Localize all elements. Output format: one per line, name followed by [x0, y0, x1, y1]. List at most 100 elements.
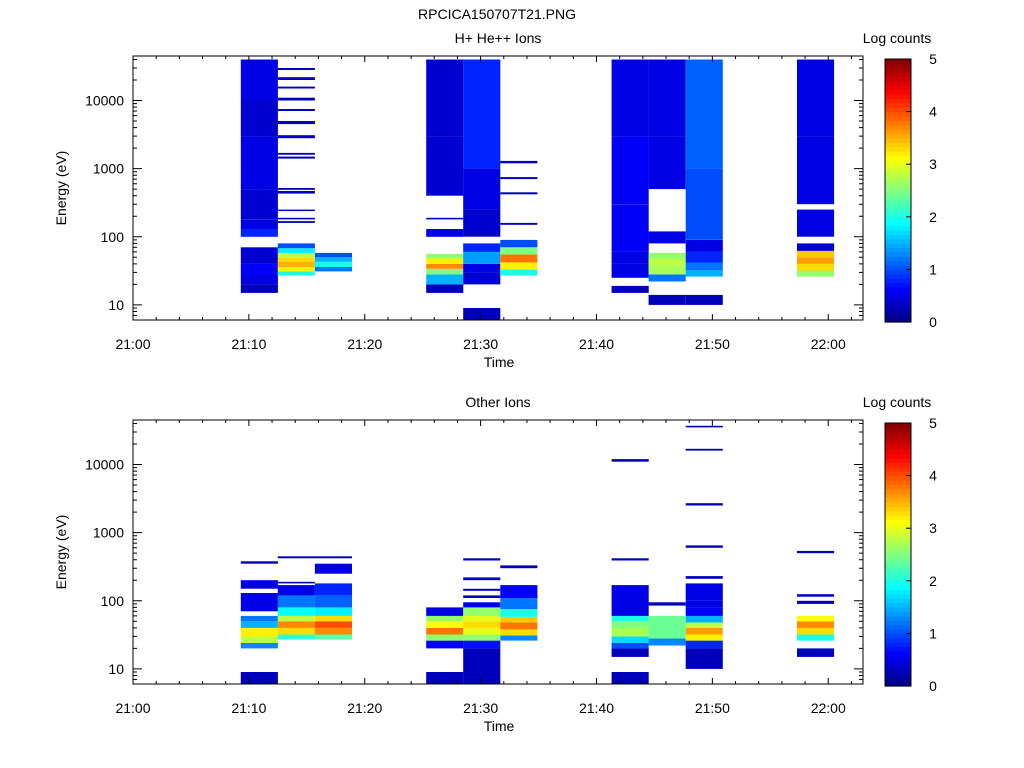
colorbar-segment	[885, 510, 911, 516]
colorbar-segment	[885, 155, 911, 161]
colorbar-segment	[885, 282, 911, 288]
data-cell	[685, 448, 723, 451]
y-tick-label: 1000	[93, 161, 124, 177]
colorbar-segment	[885, 462, 911, 468]
data-cell	[685, 251, 723, 263]
x-tick-label: 21:20	[347, 336, 382, 352]
data-cell	[648, 136, 686, 190]
colorbar-segment	[885, 440, 911, 446]
colorbar-segment	[885, 572, 911, 577]
data-cell	[426, 274, 464, 285]
data-cell	[797, 100, 835, 137]
data-cell	[611, 100, 649, 137]
colorbar-segment	[885, 642, 911, 648]
data-cell	[277, 121, 315, 125]
data-cell	[611, 615, 649, 622]
colorbar-segment	[885, 304, 911, 310]
data-cell	[648, 265, 686, 275]
x-tick-label: 21:00	[115, 336, 150, 352]
data-cell	[685, 545, 723, 548]
colorbar-segment	[885, 181, 911, 187]
colorbar-segment	[885, 146, 911, 152]
data-cell	[500, 160, 538, 164]
colorbar-segment	[885, 471, 911, 477]
data-cell	[240, 615, 278, 622]
colorbar-segment	[885, 423, 911, 428]
data-cell	[463, 243, 501, 252]
data-cell	[500, 565, 538, 569]
data-cell	[797, 634, 835, 641]
x-tick-label: 21:50	[695, 336, 730, 352]
data-cell	[277, 209, 315, 212]
data-cell	[240, 580, 278, 589]
data-cell	[240, 229, 278, 237]
data-cell	[463, 634, 501, 641]
x-tick-label: 21:00	[115, 700, 150, 716]
data-cell	[426, 672, 464, 684]
data-cell	[797, 550, 835, 554]
colorbar-segment	[885, 431, 911, 437]
x-tick-label: 21:40	[579, 336, 614, 352]
data-cell	[463, 308, 501, 320]
colorbar-segment	[885, 668, 911, 674]
colorbar-segment	[885, 550, 911, 556]
colorbar-segment	[885, 484, 911, 490]
data-cell	[500, 616, 538, 623]
colorbar-segment	[885, 278, 911, 284]
data-cell	[685, 648, 723, 669]
data-cell	[611, 263, 649, 278]
colorbar-segment	[885, 265, 911, 270]
data-cell	[611, 643, 649, 649]
colorbar-tick-label: 4	[929, 468, 937, 484]
data-cell	[277, 615, 315, 622]
colorbar-segment	[885, 602, 911, 608]
colorbar-segment	[885, 563, 911, 569]
colorbar-segment	[885, 98, 911, 104]
plot-frame	[132, 55, 864, 321]
data-cell	[426, 284, 464, 293]
colorbar-segment	[885, 94, 911, 100]
data-cell	[277, 221, 315, 223]
data-cell	[240, 59, 278, 101]
colorbar-segment	[885, 273, 911, 279]
colorbar-segment	[885, 594, 911, 599]
data-cell	[797, 615, 835, 622]
data-cell	[797, 136, 835, 205]
colorbar-segment	[885, 159, 911, 165]
colorbar-tick-label: 0	[929, 678, 937, 694]
colorbar-segment	[885, 142, 911, 148]
data-cell	[500, 622, 538, 630]
data-cell	[277, 109, 315, 111]
colorbar-segment	[885, 580, 911, 586]
data-cell	[685, 168, 723, 240]
data-cell	[611, 621, 649, 628]
data-cell	[685, 270, 723, 277]
panel-other-ions: Other Ions 21:00 21:10 21:20 21:30 21:40 21:50…	[53, 394, 937, 734]
colorbar-segment	[885, 523, 911, 529]
colorbar-segment	[885, 186, 911, 192]
data-cell	[500, 635, 538, 641]
colorbar-segment	[885, 655, 911, 661]
colorbar-segment	[885, 541, 911, 547]
colorbar-segment	[885, 515, 911, 520]
colorbar-tick-label: 0	[929, 314, 937, 330]
data-cell	[426, 640, 464, 649]
colorbar-segment	[885, 646, 911, 652]
data-cell	[611, 229, 649, 252]
data-cell	[500, 629, 538, 636]
data-cell	[797, 270, 835, 277]
colorbar-segment	[885, 453, 911, 459]
x-tick-label: 21:10	[231, 700, 266, 716]
data-cell	[314, 621, 352, 628]
colorbar-segment	[885, 76, 911, 82]
x-tick-label: 22:00	[811, 700, 846, 716]
x-tick-label: 21:10	[231, 336, 266, 352]
data-cell	[611, 204, 649, 229]
data-cell	[277, 191, 315, 194]
data-cell	[277, 607, 315, 616]
data-cell	[685, 239, 723, 252]
data-cell	[500, 239, 538, 248]
colorbar-segment	[885, 256, 911, 262]
colorbar-segment	[885, 480, 911, 485]
